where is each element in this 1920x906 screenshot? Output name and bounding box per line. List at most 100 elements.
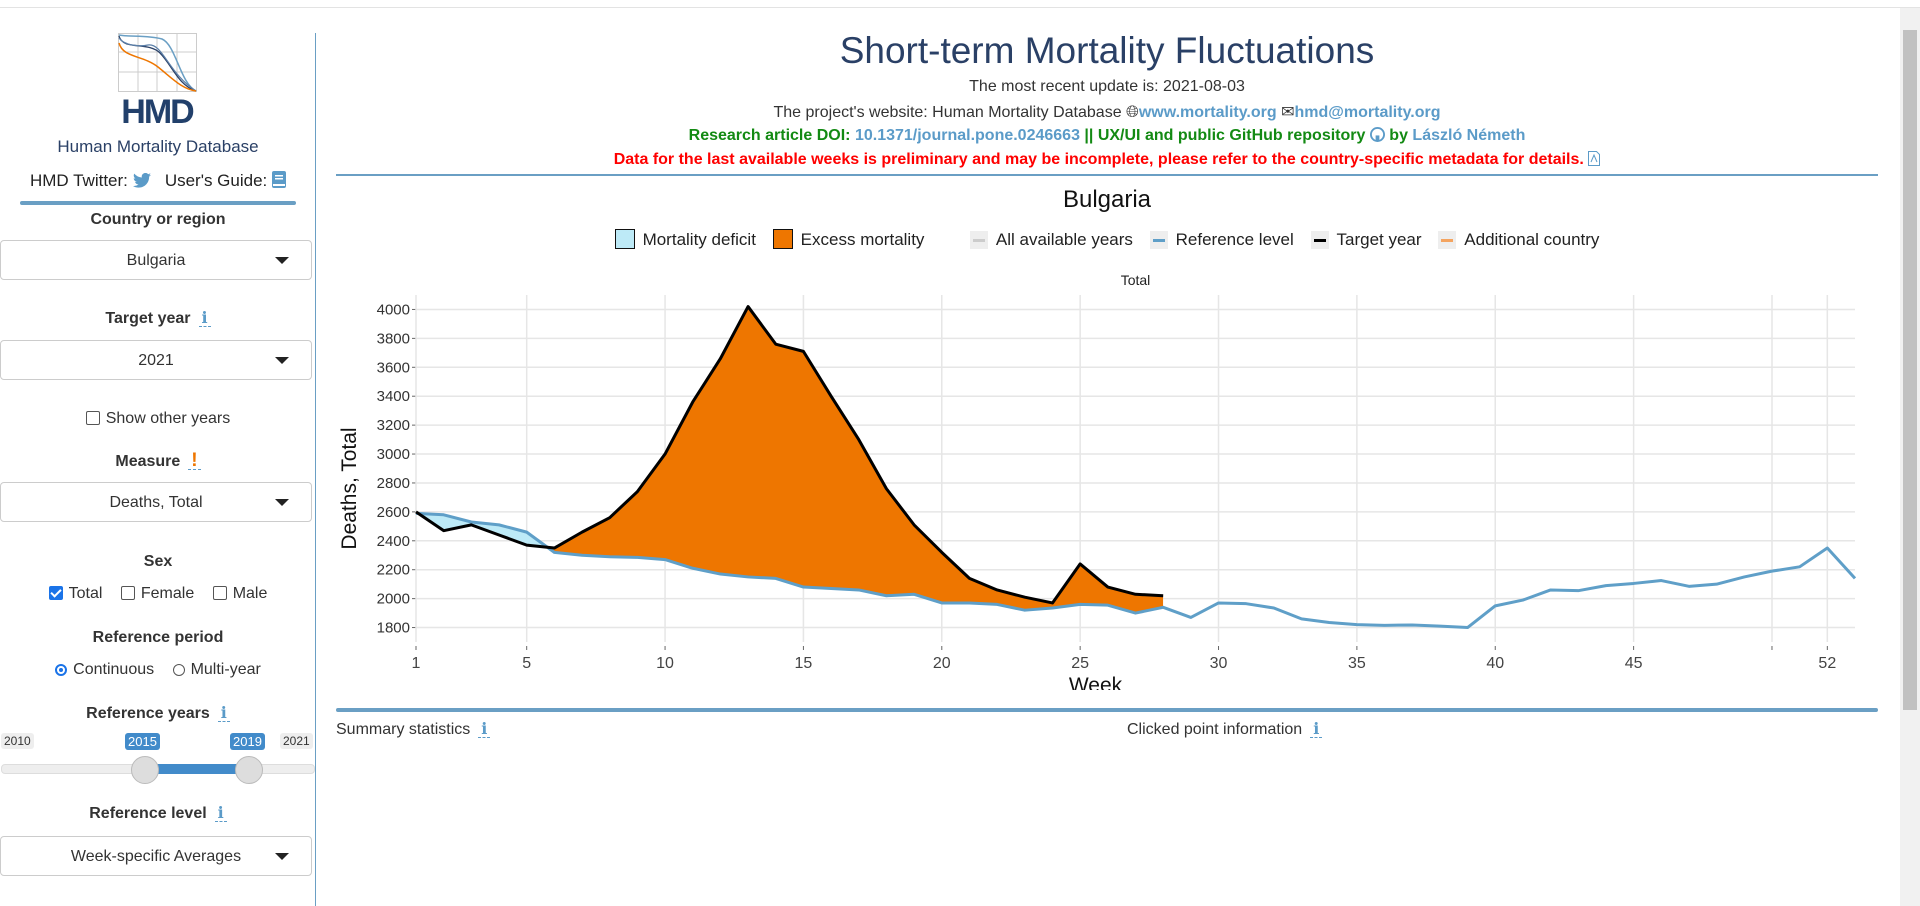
show-other-years-checkbox[interactable]: Show other years <box>0 410 316 428</box>
country-select[interactable]: Bulgaria <box>0 240 312 280</box>
hmd-logo: HMD <box>118 33 197 125</box>
clicked-point-heading: Clicked point information i <box>1127 721 1323 739</box>
x-tick-label: 30 <box>1210 655 1228 672</box>
chart-legend: Mortality deficit Excess mortality All a… <box>336 229 1878 250</box>
chevron-down-icon <box>275 257 289 264</box>
measure-select[interactable]: Deaths, Total <box>0 482 312 522</box>
y-tick-label: 2000 <box>377 591 410 608</box>
main-panel: Short-term Mortality Fluctuations The mo… <box>336 0 1878 906</box>
sex-option-total[interactable]: Total <box>48 585 102 602</box>
radio-selected-icon[interactable] <box>55 664 68 676</box>
org-name: Human Mortality Database <box>57 137 259 156</box>
legend-swatch-excess <box>772 229 793 249</box>
doi-prefix: Research article DOI: <box>688 127 851 144</box>
legend-item-deficit[interactable]: Mortality deficit <box>614 229 756 250</box>
bottom-divider <box>336 708 1878 712</box>
mortality-chart[interactable]: Total 1800 2000 2200 2400 2600 2800 3000 3200 340… <box>336 270 1878 690</box>
chevron-down-icon <box>275 853 289 860</box>
mail-icon: ✉︎ <box>1281 104 1295 121</box>
legend-line-reference <box>1149 231 1168 249</box>
y-tick-label: 2600 <box>377 504 410 521</box>
x-tick-label: 52 <box>1818 655 1836 672</box>
doi-line: Research article DOI: 10.1371/journal.po… <box>336 127 1878 145</box>
scrollbar-thumb[interactable] <box>1903 30 1917 710</box>
legend-label: All available years <box>995 230 1133 249</box>
legend-line-additional <box>1438 231 1457 249</box>
legend-item-all-years[interactable]: All available years <box>969 230 1133 250</box>
sex-option-male[interactable]: Male <box>212 585 268 602</box>
summary-statistics-heading: Summary statistics i <box>336 721 491 739</box>
target-year-label: Target year i <box>0 310 316 328</box>
warning-text: Data for the last available weeks is pre… <box>613 151 1584 168</box>
page-title: Short-term Mortality Fluctuations <box>839 30 1375 71</box>
slider-handle-from[interactable] <box>131 756 159 784</box>
book-icon[interactable] <box>272 171 286 188</box>
author-link[interactable]: László Németh <box>1412 127 1526 144</box>
legend-item-target[interactable]: Target year <box>1310 230 1422 250</box>
sex-option-label: Male <box>232 585 268 602</box>
chart-subtitle: Total <box>1121 272 1151 288</box>
y-tick-label: 3400 <box>377 388 410 405</box>
github-icon[interactable] <box>1369 127 1385 142</box>
info-icon[interactable]: i <box>478 721 491 738</box>
x-tick-label: 5 <box>522 655 531 672</box>
x-tick-label: 10 <box>656 655 674 672</box>
checkbox-icon[interactable] <box>85 411 100 425</box>
legend-label: Mortality deficit <box>642 230 756 249</box>
legend-item-additional[interactable]: Additional country <box>1438 230 1599 250</box>
x-tick-label: 40 <box>1486 655 1504 672</box>
header-divider <box>336 174 1878 176</box>
slider-to-label: 2019 <box>230 733 265 750</box>
x-tick-label: 25 <box>1071 655 1089 672</box>
reference-level-line <box>415 511 1857 630</box>
sidebar: HMD Human Mortality Database HMD Twitter… <box>0 0 316 906</box>
info-icon[interactable]: i <box>198 310 211 327</box>
target-year-line <box>415 305 1164 605</box>
sex-option-label: Female <box>140 585 195 602</box>
doi-link[interactable]: 10.1371/journal.pone.0246663 <box>854 127 1080 144</box>
y-tick-label: 3200 <box>377 417 410 434</box>
y-tick-label: 2400 <box>377 533 410 550</box>
y-tick-label: 3600 <box>377 359 410 376</box>
slider-max-label: 2021 <box>280 733 313 749</box>
reference-period-options: Continuous Multi-year <box>0 661 316 679</box>
y-tick-label: 2800 <box>377 475 410 492</box>
legend-item-excess[interactable]: Excess mortality <box>772 229 924 250</box>
update-date: The most recent update is: 2021-08-03 <box>969 78 1245 95</box>
info-icon[interactable]: i <box>214 805 227 822</box>
checkbox-checked-icon[interactable] <box>48 586 63 600</box>
warning-icon[interactable]: ! <box>188 451 201 470</box>
excess-mortality-area <box>416 306 1164 614</box>
website-link[interactable]: www.mortality.org <box>1138 104 1277 121</box>
chevron-down-icon <box>275 499 289 506</box>
target-year-select[interactable]: 2021 <box>0 340 312 380</box>
reference-level-value: Week-specific Averages <box>70 848 242 865</box>
legend-item-reference[interactable]: Reference level <box>1149 230 1294 250</box>
legend-line-all-years <box>969 231 988 249</box>
sidebar-divider <box>20 201 296 205</box>
radio-icon[interactable] <box>172 664 185 676</box>
measure-value: Deaths, Total <box>109 494 203 511</box>
legend-swatch-deficit <box>614 229 635 249</box>
users-guide-label: User's Guide: <box>164 171 268 190</box>
y-tick-label: 1800 <box>377 620 410 637</box>
email-link[interactable]: hmd@mortality.org <box>1294 104 1441 121</box>
twitter-icon[interactable] <box>132 172 151 188</box>
info-icon[interactable]: i <box>1310 721 1323 738</box>
preliminary-warning: Data for the last available weeks is pre… <box>336 151 1878 169</box>
sex-option-female[interactable]: Female <box>120 585 195 602</box>
legend-label: Additional country <box>1464 230 1600 249</box>
scrollbar[interactable] <box>1900 8 1920 906</box>
website-line: The project's website: Human Mortality D… <box>336 102 1878 122</box>
reference-level-select[interactable]: Week-specific Averages <box>0 836 312 876</box>
chevron-down-icon <box>275 357 289 364</box>
slider-min-label: 2010 <box>1 733 34 749</box>
y-axis-label: Deaths, Total <box>338 427 361 549</box>
radio-continuous[interactable]: Continuous <box>55 661 154 678</box>
pdf-icon[interactable] <box>1588 151 1601 166</box>
checkbox-icon[interactable] <box>212 586 227 600</box>
slider-handle-to[interactable] <box>235 756 263 784</box>
radio-multi-year[interactable]: Multi-year <box>172 661 261 678</box>
checkbox-icon[interactable] <box>120 586 135 600</box>
info-icon[interactable]: i <box>217 705 230 722</box>
